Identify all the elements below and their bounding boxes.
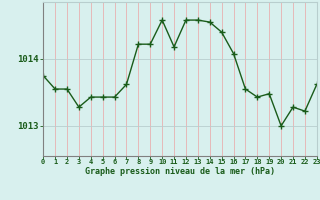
X-axis label: Graphe pression niveau de la mer (hPa): Graphe pression niveau de la mer (hPa): [85, 167, 275, 176]
